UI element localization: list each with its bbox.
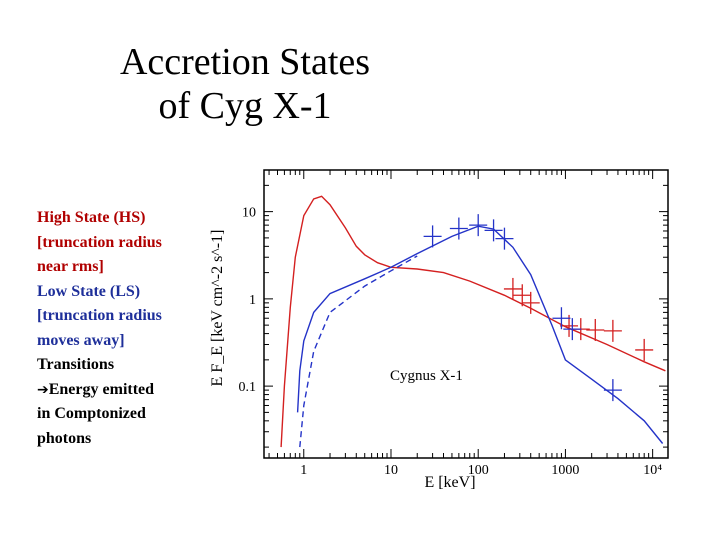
y-tick-label: 1 bbox=[249, 293, 256, 308]
title-line-1: Accretion States bbox=[119, 41, 371, 83]
plot-border bbox=[263, 169, 669, 459]
note-transitions: Transitions bbox=[37, 356, 115, 373]
note-low-state: Low State (LS) bbox=[37, 282, 141, 300]
plot-frame bbox=[263, 169, 669, 459]
error-bars bbox=[423, 214, 654, 402]
note-high-state: High State (HS) bbox=[37, 209, 146, 226]
y-tick-label: 10 bbox=[242, 206, 256, 221]
series-lines bbox=[280, 195, 666, 448]
note-energy-line-3: photons bbox=[37, 429, 92, 447]
slide-title: Accretion States of Cyg X-1 bbox=[90, 40, 400, 128]
arrow-right-icon: ➔ bbox=[37, 381, 49, 398]
x-axis-label: E [keV] bbox=[424, 474, 475, 491]
note-hs-detail-1: [truncation radius bbox=[37, 233, 162, 251]
chart-annotation: Cygnus X-1 bbox=[390, 368, 463, 384]
y-axis-label: E F_E [keV cm^-2 s^-1] bbox=[209, 230, 226, 387]
note-energy-text: Energy emitted bbox=[48, 380, 155, 398]
note-energy-line-2: in Comptonized bbox=[37, 405, 146, 422]
x-tick-label: 100 bbox=[468, 463, 489, 478]
series-line bbox=[299, 255, 418, 448]
note-ls-detail-2: moves away] bbox=[37, 331, 125, 349]
x-tick-label: 1 bbox=[300, 463, 307, 478]
axis-ticks: 1 10 100 1000 10⁴ 0.1 1 10 bbox=[239, 169, 668, 478]
spectrum-chart: 1 10 100 1000 10⁴ 0.1 1 10 Cygnus X-1 E [keV] E… bbox=[209, 169, 669, 491]
x-tick-label: 10 bbox=[384, 463, 398, 478]
series-line bbox=[296, 225, 664, 444]
x-tick-label: 10⁴ bbox=[643, 463, 662, 478]
y-tick-label: 0.1 bbox=[239, 380, 257, 395]
series-line bbox=[280, 195, 666, 448]
note-ls-detail-1: [truncation radius bbox=[37, 307, 162, 324]
note-hs-detail-2: near rms] bbox=[37, 258, 104, 275]
state-notes: High State (HS) [truncation radius near … bbox=[37, 206, 202, 451]
note-energy-line-1: ➔Energy emitted bbox=[37, 378, 202, 403]
x-tick-label: 1000 bbox=[551, 463, 579, 478]
title-line-2: of Cyg X-1 bbox=[158, 85, 332, 127]
